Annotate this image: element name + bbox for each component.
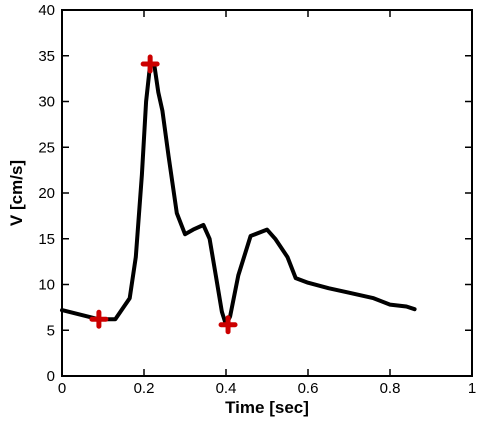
x-axis-title: Time [sec] [225, 398, 309, 417]
x-tick-label: 0 [58, 380, 66, 397]
y-tick-label: 40 [38, 2, 55, 19]
y-axis-tick-labels: 0 5 10 15 20 25 30 35 40 [38, 2, 55, 385]
x-tick-label: 0.6 [298, 380, 319, 397]
marker-point [140, 54, 160, 74]
y-axis-title: V [cm/s] [7, 160, 26, 226]
x-axis-ticks [61, 10, 473, 376]
marker-layer [89, 54, 238, 335]
series-line [60, 62, 417, 327]
y-tick-label: 15 [38, 231, 55, 248]
marker-point [218, 315, 238, 335]
x-tick-label: 1 [468, 380, 476, 397]
plot-area [61, 9, 473, 377]
x-tick-label: 0.4 [216, 380, 237, 397]
x-tick-label: 0.2 [134, 380, 155, 397]
y-tick-label: 35 [38, 48, 55, 65]
y-tick-label: 0 [47, 368, 55, 385]
y-tick-label: 5 [47, 322, 55, 339]
y-tick-label: 30 [38, 94, 55, 111]
marker-point [89, 309, 109, 329]
y-tick-label: 20 [38, 185, 55, 202]
x-tick-label: 0.8 [380, 380, 401, 397]
x-axis-tick-labels: 0 0.2 0.4 0.6 0.8 1 [58, 380, 476, 397]
y-tick-label: 25 [38, 139, 55, 156]
y-tick-label: 10 [38, 277, 55, 294]
series-layer [60, 62, 417, 327]
y-axis-ticks [62, 9, 472, 377]
